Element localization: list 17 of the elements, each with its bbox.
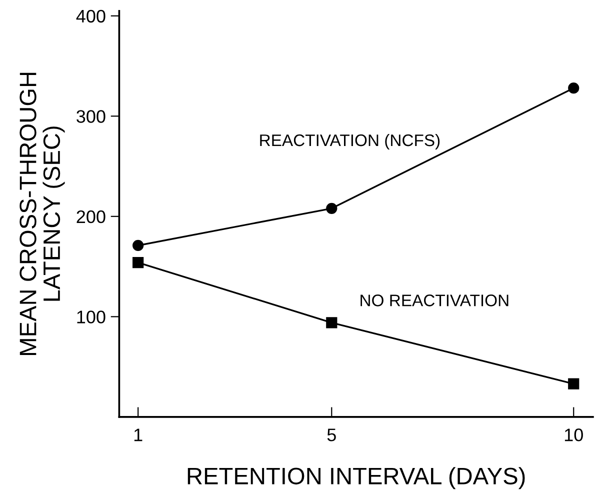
point bbox=[568, 82, 580, 94]
y-tick-label: 100 bbox=[77, 310, 106, 324]
y-tick-label: 400 bbox=[76, 10, 106, 23]
series-label: REACTIVATION (NCFS) bbox=[260, 134, 440, 150]
x-tick-label: 5 bbox=[327, 428, 336, 442]
point bbox=[132, 256, 144, 268]
point bbox=[326, 202, 338, 214]
point bbox=[568, 378, 580, 390]
x-tick-label: 10 bbox=[564, 428, 583, 442]
x-axis-title: RETENTION INTERVAL (DAYS) bbox=[188, 467, 525, 490]
point bbox=[132, 240, 144, 252]
point bbox=[326, 317, 338, 328]
x-tick-label: 1 bbox=[134, 428, 142, 442]
y-tick-label: 300 bbox=[76, 110, 106, 123]
y-axis-title: MEAN CROSS-THROUGH LATENCY (SEC) bbox=[20, 72, 65, 355]
y-tick-label: 200 bbox=[76, 210, 106, 224]
series-label: NO REACTIVATION bbox=[360, 294, 508, 306]
